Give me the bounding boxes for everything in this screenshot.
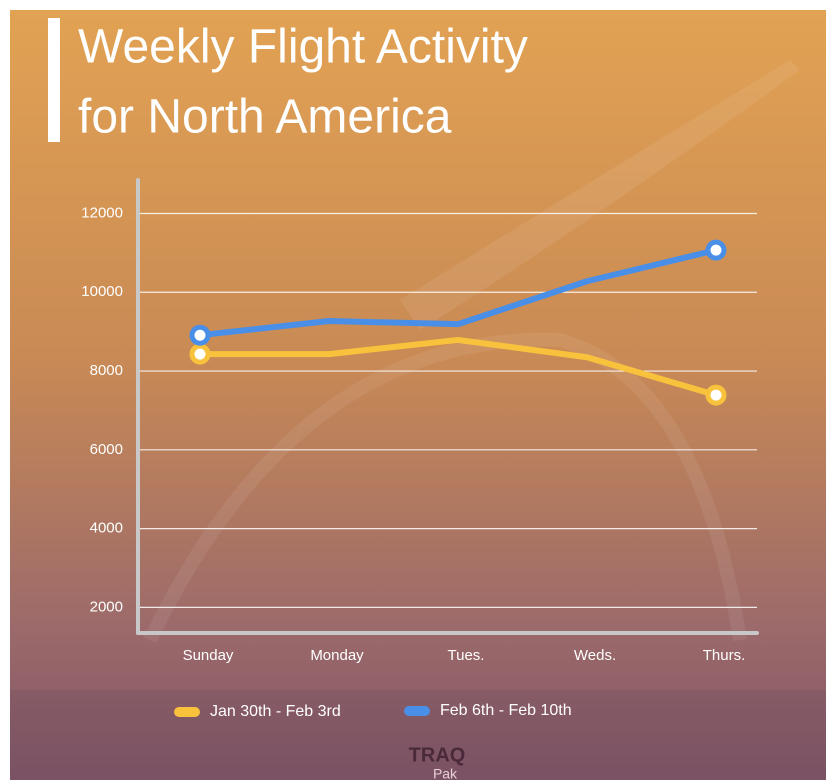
y-tick-label: 6000 [90, 441, 123, 458]
x-tick-label: Thurs. [703, 647, 746, 664]
legend-label: Jan 30th - Feb 3rd [210, 703, 341, 720]
data-point [192, 346, 208, 362]
x-tick-label: Sunday [183, 647, 234, 664]
y-tick-label: 8000 [90, 362, 123, 379]
y-tick-label: 4000 [90, 520, 123, 537]
chart-title: for North America [78, 91, 452, 144]
chart-title: Weekly Flight Activity [78, 21, 528, 74]
data-point [708, 242, 724, 258]
legend-swatch [174, 707, 200, 717]
x-tick-label: Monday [310, 647, 364, 664]
brand-logo: TRAQ [409, 744, 466, 766]
chart: Weekly Flight Activity for North America… [0, 0, 826, 780]
legend-label: Feb 6th - Feb 10th [440, 702, 572, 719]
title-bar [48, 18, 60, 142]
legend-swatch [404, 706, 430, 716]
x-tick-label: Weds. [574, 647, 616, 664]
data-point [708, 387, 724, 403]
background-road [10, 690, 826, 780]
y-tick-label: 12000 [81, 204, 123, 221]
y-tick-label: 2000 [90, 598, 123, 615]
brand-logo: Pak [433, 766, 458, 780]
x-tick-label: Tues. [448, 647, 485, 664]
y-tick-label: 10000 [81, 283, 123, 300]
data-point [192, 327, 208, 343]
page: {"chart_data": { "type": "line", "title"… [0, 0, 826, 780]
